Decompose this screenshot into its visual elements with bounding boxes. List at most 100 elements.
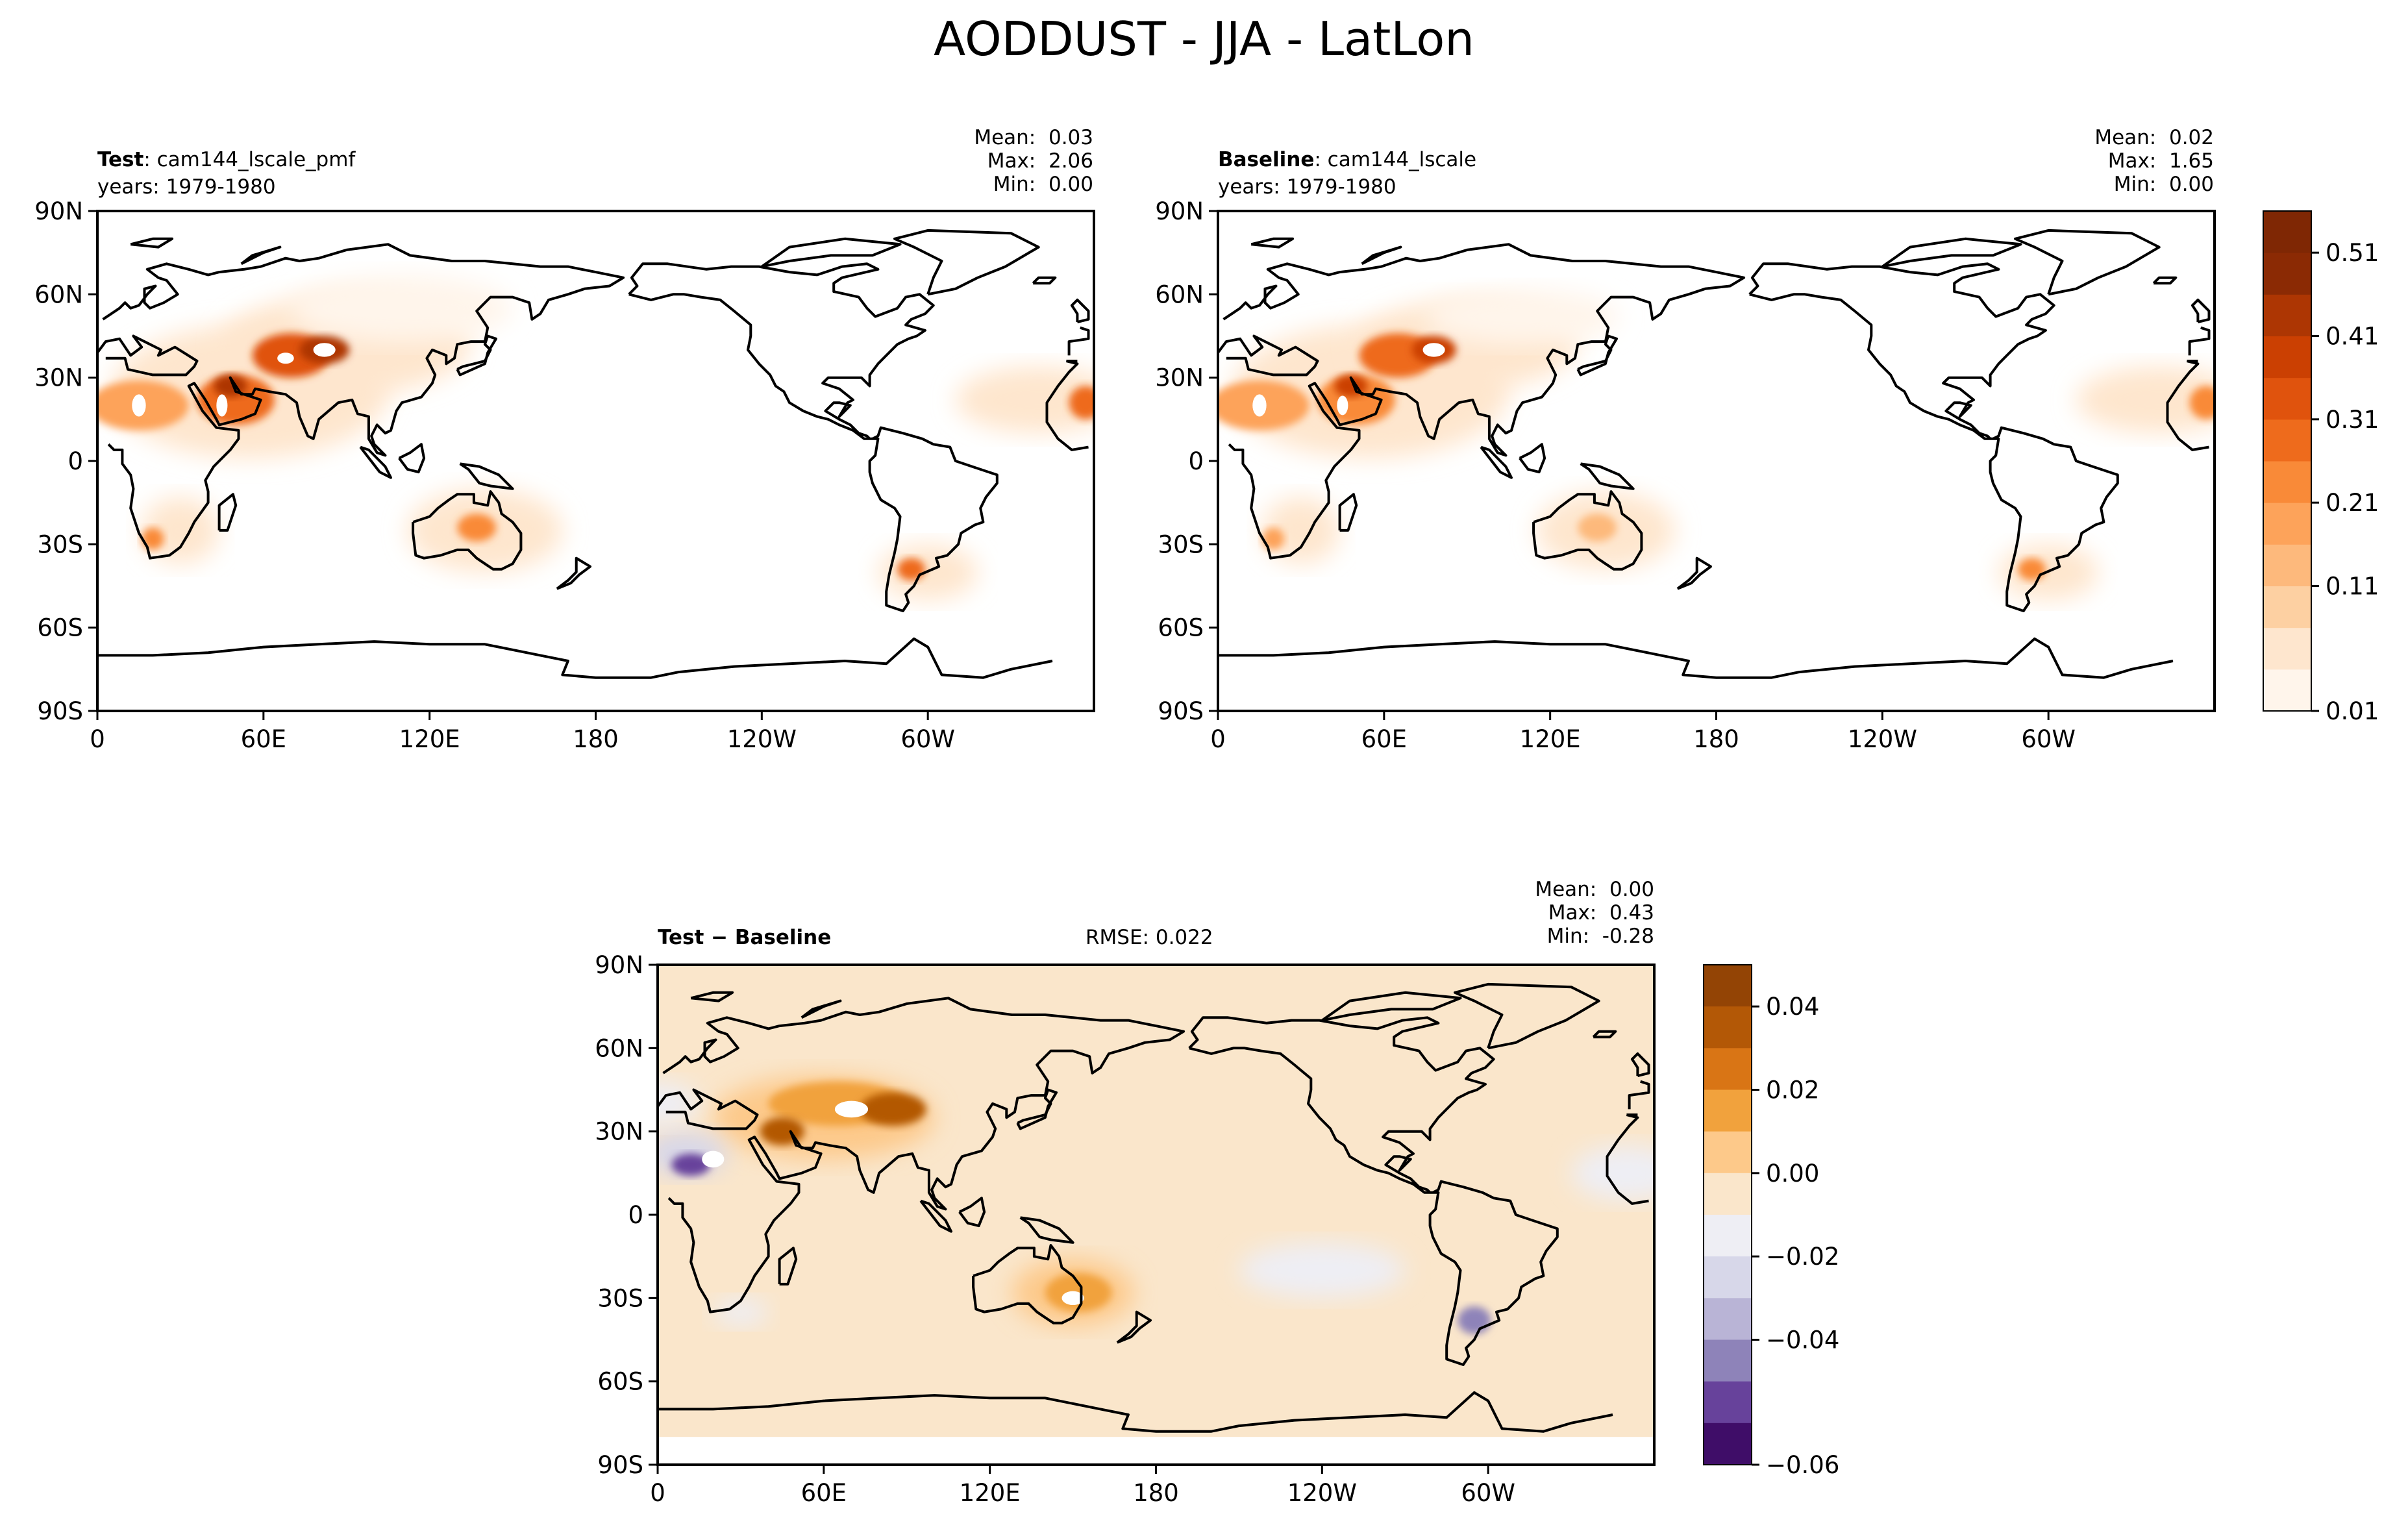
- diff-coastline-madagascar: [778, 1247, 798, 1286]
- diff-coastline-americas: [1188, 1016, 1559, 1366]
- test-coastline-canadian-arctic: [761, 237, 902, 268]
- baseline-label-bold: Baseline: [1218, 148, 1315, 171]
- base-saturated-core: [1337, 395, 1348, 416]
- test-saturated-core: [216, 394, 228, 417]
- test-xtick-label: 120E: [399, 725, 460, 753]
- diff-min: Min: -0.28: [1535, 925, 1654, 948]
- colorbar-top-tick-label: 0.51: [2326, 239, 2379, 267]
- base-coastline-canadian-arctic: [1881, 237, 2022, 268]
- base-ytick-label: 0: [1188, 447, 1204, 475]
- diff-xtick-label: 120W: [1287, 1479, 1357, 1507]
- base-ytick-label: 30S: [1158, 530, 1204, 558]
- base-ytick-label: 60N: [1155, 280, 1204, 308]
- diff-coastline-new-zealand: [1116, 1310, 1152, 1344]
- colorbar-diff-swatch: [1704, 1048, 1752, 1090]
- colorbar-top-swatch: [2263, 253, 2311, 295]
- colorbar-diff-swatch: [1704, 1215, 1752, 1257]
- test-xtick-label: 0: [90, 725, 105, 753]
- diff-coastline-canadian-arctic: [1321, 991, 1462, 1022]
- colorbar-top-swatch: [2263, 336, 2311, 379]
- colorbar-diff-swatch: [1704, 1256, 1752, 1299]
- colorbar-top-tick-label: 0.11: [2326, 573, 2379, 601]
- diff-max-label: Max:: [1548, 901, 1597, 925]
- test-max-value: 2.06: [1048, 149, 1093, 173]
- base-dust-plume: [1578, 514, 1617, 542]
- base-background: [1218, 211, 2215, 711]
- test-dust-plume: [142, 527, 164, 550]
- colorbar-diff-swatch: [1704, 1089, 1752, 1132]
- baseline-min: Min: 0.00: [2094, 173, 2214, 196]
- test-xtick-label: 180: [573, 725, 619, 753]
- base-coastline-iceland: [2152, 276, 2178, 285]
- base-xtick-label: 0: [1210, 725, 1226, 753]
- baseline-mean-label: Mean:: [2094, 126, 2157, 149]
- test-coastline-madagascar: [217, 493, 238, 532]
- diff-coastline-borneo: [958, 1197, 986, 1228]
- diff-max: Max: 0.43: [1535, 901, 1654, 925]
- colorbar-top-swatch: [2263, 461, 2311, 503]
- baseline-mean-value: 0.02: [2168, 126, 2214, 149]
- colorbar-top-swatch: [2263, 669, 2311, 712]
- baseline-min-label: Min:: [2113, 173, 2157, 196]
- colorbar-top-swatch: [2263, 503, 2311, 545]
- difference-map-panel: 0 60E 120E 180 120W 60W 90N 60N 30N 0 30S 60S 90S: [595, 951, 1656, 1507]
- baseline-max-label: Max:: [2107, 149, 2157, 173]
- baseline-label-case: : cam144_lscale: [1314, 148, 1477, 171]
- test-years: years: 1979-1980: [97, 175, 276, 199]
- base-xtick-label: 60E: [1361, 725, 1407, 753]
- base-dust-plume: [2018, 558, 2046, 580]
- diff-anomaly: [1239, 1242, 1406, 1299]
- baseline-stats: Mean: 0.02 Max: 1.65 Min: 0.00: [2094, 126, 2214, 196]
- colorbar-top-swatch: [2263, 419, 2311, 462]
- base-xtick-label: 60W: [2021, 725, 2076, 753]
- base-ytick-label: 90N: [1155, 197, 1204, 225]
- colorbar-diff-swatch: [1704, 1339, 1752, 1382]
- diff-ytick-label: 90S: [597, 1451, 643, 1479]
- base-coastline-new-zealand: [1676, 556, 1712, 590]
- diff-coastline-svalbard: [690, 991, 734, 1002]
- baseline-max-value: 1.65: [2168, 149, 2214, 173]
- test-saturated-core: [277, 353, 294, 364]
- colorbar-top-tick-label: 0.21: [2326, 489, 2379, 517]
- colorbar-diff-tick-label: 0.00: [1766, 1160, 1819, 1187]
- colorbar-top-swatch: [2263, 544, 2311, 586]
- diff-nodata-strip: [658, 1437, 1654, 1465]
- diff-xtick-label: 60E: [801, 1479, 847, 1507]
- diff-xtick-label: 0: [650, 1479, 665, 1507]
- test-ytick-label: 0: [68, 447, 83, 475]
- diff-ytick-label: 60S: [597, 1368, 643, 1396]
- colorbar-top-swatch: [2263, 586, 2311, 628]
- diff-map-area: [658, 965, 1654, 1465]
- base-dust-plume: [1262, 527, 1285, 550]
- test-coastline-iceland: [1032, 276, 1057, 285]
- baseline-min-value: 0.00: [2168, 173, 2214, 196]
- test-stats: Mean: 0.03 Max: 2.06 Min: 0.00: [974, 126, 1093, 196]
- colorbar-top-tick-label: 0.01: [2326, 697, 2379, 725]
- diff-label: Test − Baseline: [658, 926, 831, 949]
- baseline-label: Baseline: cam144_lscale: [1218, 148, 1476, 171]
- base-coastline-americas: [1748, 262, 2119, 612]
- base-map-area: [1218, 211, 2215, 711]
- diff-anomaly: [1571, 1145, 1654, 1201]
- test-min-label: Min:: [993, 173, 1036, 196]
- colorbars: 0.51 0.41 0.31 0.21 0.11 0.01 0.04 0.02 0.00 −0.0…: [1703, 210, 2379, 1479]
- test-min: Min: 0.00: [974, 173, 1093, 196]
- test-xtick-label: 60E: [241, 725, 286, 753]
- base-coastline-japan: [1576, 334, 1618, 377]
- test-dust-plume: [291, 275, 513, 342]
- test-coastline-svalbard: [130, 237, 174, 249]
- diff-ytick-label: 30S: [597, 1284, 643, 1312]
- colorbar-top-swatch: [2263, 627, 2311, 670]
- base-coastline-novaya-zemlya: [1361, 245, 1402, 266]
- diff-ytick-label: 30N: [595, 1118, 643, 1146]
- diff-anomaly: [671, 1153, 711, 1176]
- diff-coastline-britain: [1630, 1052, 1650, 1078]
- colorbar-diff-swatch: [1704, 1006, 1752, 1049]
- test-coastline-borneo: [398, 443, 426, 474]
- diff-coastline-australia: [972, 1244, 1083, 1324]
- diff-stats: Mean: 0.00 Max: 0.43 Min: -0.28: [1535, 878, 1654, 948]
- colorbar-top-swatch: [2263, 294, 2311, 336]
- diff-anomaly: [658, 1081, 699, 1126]
- test-xtick-label: 60W: [900, 725, 955, 753]
- test-coastline-britain: [1070, 298, 1090, 324]
